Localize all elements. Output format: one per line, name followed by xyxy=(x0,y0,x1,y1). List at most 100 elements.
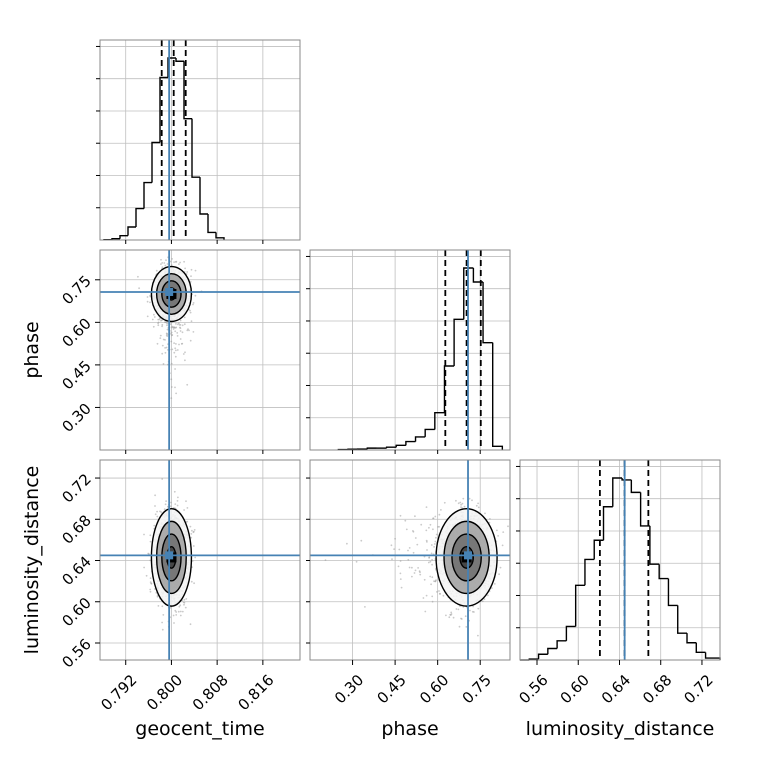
sample-point-geocent_time|luminosity_distance-1152 xyxy=(194,556,197,559)
sample-point-geocent_time|luminosity_distance-457 xyxy=(193,529,196,531)
sample-point-geocent_time|luminosity_distance-1039 xyxy=(181,610,184,613)
ytick-label-phase-3: 0.75 xyxy=(58,272,94,308)
sample-point-phase|luminosity_distance-895 xyxy=(346,542,348,545)
sample-point-geocent_time|luminosity_distance-864 xyxy=(176,504,179,507)
sample-point-phase|luminosity_distance-329 xyxy=(429,523,432,526)
sample-point-geocent_time|phase-315 xyxy=(170,362,173,365)
sample-point-phase|luminosity_distance-1246 xyxy=(434,580,437,583)
sample-point-geocent_time|phase-1055 xyxy=(165,332,168,335)
sample-point-phase|luminosity_distance-227 xyxy=(507,525,509,528)
sample-point-phase|luminosity_distance-499 xyxy=(483,598,486,601)
sample-point-geocent_time|phase-1139 xyxy=(173,351,176,354)
ytick-label-luminosity_distance-0: 0.56 xyxy=(58,635,94,671)
sample-point-geocent_time|luminosity_distance-61 xyxy=(149,540,152,543)
sample-point-geocent_time|luminosity_distance-1037 xyxy=(148,553,150,555)
sample-point-geocent_time|luminosity_distance-403 xyxy=(185,500,187,503)
hist-bar-geocent_time-8 xyxy=(167,57,176,78)
sample-point-phase|luminosity_distance-1330 xyxy=(426,541,428,543)
sample-point-phase|luminosity_distance-1313 xyxy=(431,576,434,579)
xtick-label-geocent_time-3: 0.816 xyxy=(235,671,278,714)
sample-point-geocent_time|luminosity_distance-1009 xyxy=(193,582,196,585)
sample-point-phase|luminosity_distance-104 xyxy=(436,591,438,593)
hist-bar-luminosity_distance-20 xyxy=(704,652,721,660)
sample-point-geocent_time|luminosity_distance-1099 xyxy=(190,536,193,539)
sample-point-phase|luminosity_distance-413 xyxy=(419,571,421,574)
sample-point-geocent_time|phase-227 xyxy=(170,264,173,267)
hist-bar-luminosity_distance-15 xyxy=(658,564,669,580)
x-axis-title-phase: phase xyxy=(381,718,438,740)
sample-point-geocent_time|phase-1138 xyxy=(175,260,178,263)
sample-point-geocent_time|luminosity_distance-83 xyxy=(176,500,179,502)
sample-point-geocent_time|luminosity_distance-306 xyxy=(179,614,182,617)
sample-point-geocent_time|luminosity_distance-1388 xyxy=(174,609,177,612)
sample-point-geocent_time|phase-1365 xyxy=(162,338,165,341)
hist-bar-phase-6 xyxy=(395,444,406,448)
sample-point-geocent_time|phase-195 xyxy=(162,363,165,365)
sample-point-phase|luminosity_distance-1372 xyxy=(405,528,408,531)
sample-point-geocent_time|phase-629 xyxy=(175,392,178,395)
hist-bar-geocent_time-7 xyxy=(159,76,168,143)
sample-point-phase|luminosity_distance-298 xyxy=(448,616,451,619)
sample-point-phase|luminosity_distance-987 xyxy=(455,499,457,502)
sample-point-phase|luminosity_distance-710 xyxy=(472,605,474,608)
sample-point-phase|luminosity_distance-965 xyxy=(461,502,464,505)
sample-point-phase|luminosity_distance-1129 xyxy=(399,514,402,517)
sample-point-geocent_time|phase-811 xyxy=(165,346,168,349)
hist-bar-phase-15 xyxy=(482,282,493,344)
hist-bar-phase-10 xyxy=(434,411,445,430)
sample-point-phase|luminosity_distance-1005 xyxy=(393,548,395,550)
sample-point-phase|luminosity_distance-347 xyxy=(463,505,466,508)
sample-point-phase|luminosity_distance-643 xyxy=(413,572,416,574)
sample-point-phase|luminosity_distance-515 xyxy=(435,533,438,536)
sample-point-geocent_time|phase-291 xyxy=(159,337,162,339)
hist-bar-phase-14 xyxy=(472,268,484,283)
sample-point-geocent_time|phase-181 xyxy=(190,275,192,278)
sample-point-geocent_time|luminosity_distance-316 xyxy=(156,515,159,518)
sample-point-geocent_time|phase-182 xyxy=(183,323,186,326)
sample-point-geocent_time|phase-335 xyxy=(170,378,173,381)
sample-point-geocent_time|luminosity_distance-715 xyxy=(175,611,178,613)
hist-bar-luminosity_distance-14 xyxy=(649,525,660,565)
sample-point-geocent_time|luminosity_distance-1378 xyxy=(190,533,193,535)
sample-point-geocent_time|phase-1214 xyxy=(161,325,164,328)
sample-point-geocent_time|phase-571 xyxy=(159,334,162,337)
sample-point-geocent_time|luminosity_distance-1365 xyxy=(186,507,189,509)
sample-point-geocent_time|phase-1101 xyxy=(171,348,174,351)
sample-point-phase|luminosity_distance-1108 xyxy=(455,608,458,610)
sample-point-geocent_time|luminosity_distance-250 xyxy=(177,496,179,499)
sample-point-geocent_time|phase-1318 xyxy=(163,262,166,264)
sample-point-phase|luminosity_distance-910 xyxy=(424,610,427,613)
sample-point-phase|luminosity_distance-873 xyxy=(391,558,393,561)
hist-frame-phase xyxy=(309,249,511,451)
sample-point-geocent_time|phase-217 xyxy=(161,262,164,264)
sample-point-geocent_time|luminosity_distance-1386 xyxy=(161,628,164,631)
sample-point-geocent_time|phase-0 xyxy=(192,302,195,304)
sample-point-geocent_time|luminosity_distance-745 xyxy=(183,509,186,511)
hist-bar-phase-3 xyxy=(366,447,377,450)
sample-point-geocent_time|phase-145 xyxy=(169,323,172,325)
hist-bar-luminosity_distance-12 xyxy=(630,479,641,494)
sample-point-geocent_time|phase-192 xyxy=(184,351,186,354)
sample-point-phase|luminosity_distance-749 xyxy=(462,497,465,500)
sample-point-phase|luminosity_distance-811 xyxy=(469,609,471,612)
sample-point-phase|luminosity_distance-44 xyxy=(408,547,411,549)
sample-point-phase|luminosity_distance-391 xyxy=(426,549,428,551)
sample-point-phase|luminosity_distance-574 xyxy=(491,587,493,589)
sample-point-geocent_time|phase-505 xyxy=(174,347,177,350)
sample-point-phase|luminosity_distance-427 xyxy=(414,569,417,572)
sample-point-geocent_time|phase-995 xyxy=(179,326,181,329)
sample-point-geocent_time|phase-984 xyxy=(179,261,182,264)
sample-point-phase|luminosity_distance-145 xyxy=(471,610,474,613)
sample-point-geocent_time|luminosity_distance-103 xyxy=(154,513,157,516)
sample-point-phase|luminosity_distance-465 xyxy=(450,613,453,615)
sample-point-geocent_time|phase-136 xyxy=(137,275,139,278)
sample-point-phase|luminosity_distance-1166 xyxy=(497,535,499,537)
sample-point-geocent_time|luminosity_distance-1259 xyxy=(183,598,186,601)
sample-point-phase|luminosity_distance-1044 xyxy=(360,539,363,542)
hist-bar-luminosity_distance-17 xyxy=(677,605,688,634)
sample-point-phase|luminosity_distance-1091 xyxy=(408,566,411,569)
sample-point-phase|luminosity_distance-995 xyxy=(487,594,489,597)
sample-point-geocent_time|phase-458 xyxy=(194,294,197,297)
sample-point-geocent_time|phase-735 xyxy=(178,324,181,326)
